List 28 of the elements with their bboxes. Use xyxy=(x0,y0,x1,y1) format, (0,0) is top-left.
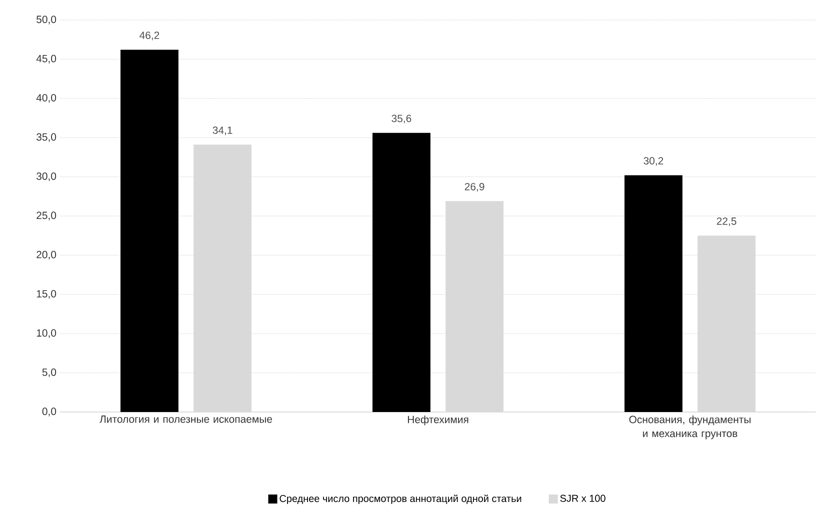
data-label: 26,9 xyxy=(464,182,484,192)
bar xyxy=(446,201,504,412)
x-tick-label: Основания, фундаменты и механика грунтов xyxy=(629,416,750,440)
legend-label: Среднее число просмотров аннотаций одной статьи xyxy=(280,494,522,504)
legend-label: SJR x 100 xyxy=(560,494,606,502)
y-tick-label: 15,0 xyxy=(36,290,56,299)
data-label: 30,2 xyxy=(644,157,664,166)
y-tick-label: 0,0 xyxy=(42,408,56,416)
y-tick-label: 20,0 xyxy=(36,250,56,260)
y-tick-label: 35,0 xyxy=(36,133,56,142)
y-tick-label: 10,0 xyxy=(36,329,56,338)
data-label: 46,2 xyxy=(140,32,160,40)
data-label: 35,6 xyxy=(392,114,412,124)
y-tick-label: 45,0 xyxy=(36,54,56,64)
bar xyxy=(194,144,252,412)
y-tick-label: 5,0 xyxy=(42,368,56,378)
y-tick-label: 25,0 xyxy=(36,212,56,220)
x-tick-label: Нефтехимия xyxy=(408,416,468,426)
data-label: 22,5 xyxy=(716,217,736,226)
y-tick-label: 40,0 xyxy=(36,94,56,103)
bar xyxy=(698,236,756,412)
y-tick-label: 50,0 xyxy=(36,16,56,24)
bar xyxy=(624,175,682,412)
y-tick-label: 30,0 xyxy=(36,172,56,182)
bar xyxy=(372,132,430,412)
x-tick-label: Литология и полезные ископаемые xyxy=(100,416,272,423)
data-label: 34,1 xyxy=(212,126,232,136)
bar xyxy=(120,50,178,412)
